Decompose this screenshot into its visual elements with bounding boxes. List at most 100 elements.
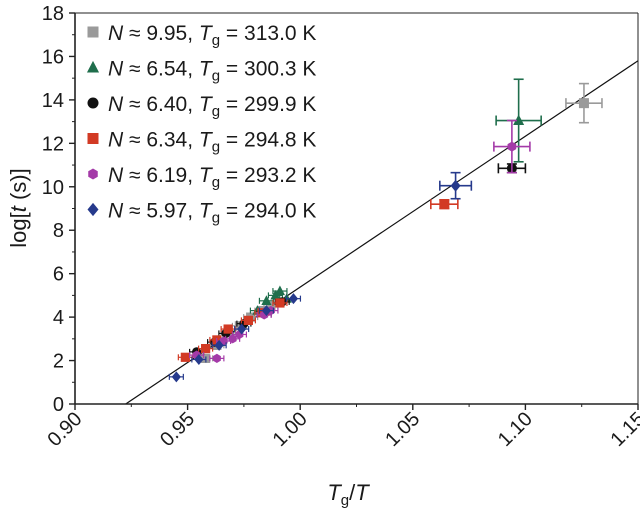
legend-t-sub: g (212, 139, 220, 156)
series-4 (177, 199, 459, 362)
data-point (243, 315, 254, 325)
legend-n-value: ≈ 6.54, (123, 58, 199, 81)
legend-t-sub: g (212, 174, 220, 191)
fit-line-layer (125, 60, 639, 405)
legend-label: N ≈ 6.34, Tg = 294.8 K (108, 129, 316, 156)
y-tick-label: 16 (42, 46, 64, 68)
y-tick-label: 4 (53, 307, 64, 329)
legend-tg-value: = 313.0 K (220, 22, 316, 45)
data-point (275, 298, 285, 308)
legend-marker (87, 202, 99, 217)
legend-t-sub: g (212, 68, 220, 85)
data-point (578, 98, 589, 109)
legend-label: N ≈ 6.54, Tg = 300.3 K (108, 58, 316, 85)
x-axis-title-rest: T (355, 480, 370, 505)
x-axis-title-sub: g (341, 492, 349, 509)
legend-t-symbol: T (199, 200, 214, 223)
data-point (212, 353, 221, 363)
data-point (288, 293, 299, 305)
legend-n-symbol: N (108, 164, 124, 187)
data-point (261, 295, 272, 305)
data-point (507, 141, 517, 152)
legend-n-value: ≈ 5.97, (123, 200, 199, 223)
legend-marker (88, 168, 98, 180)
legend-tg-value: = 294.0 K (220, 200, 316, 223)
legend-n-symbol: N (108, 93, 124, 116)
legend-tg-value: = 294.8 K (220, 129, 316, 152)
x-tick-label: 1.05 (381, 408, 424, 451)
data-point (274, 285, 285, 296)
legend-n-value: ≈ 9.95, (123, 22, 199, 45)
y-tick-label: 14 (42, 90, 64, 112)
legend-n-value: ≈ 6.19, (123, 164, 199, 187)
legend-marker (87, 97, 99, 109)
x-axis-title-slash: / (349, 480, 356, 505)
x-axis-title-main: T (327, 480, 342, 505)
data-point (234, 321, 244, 331)
legend-tg-value: = 300.3 K (220, 58, 316, 81)
legend-entry-5: N ≈ 6.19, Tg = 293.2 K (88, 164, 316, 191)
x-tick-label: 0.90 (43, 408, 86, 451)
legend-marker (87, 133, 99, 144)
y-tick-label: 0 (53, 394, 64, 416)
x-tick-label: 0.95 (156, 408, 199, 451)
legend-t-sub: g (212, 103, 220, 120)
legend-label: N ≈ 6.40, Tg = 299.9 K (108, 93, 316, 120)
data-point (228, 334, 237, 344)
x-tick-label: 1.10 (494, 408, 537, 451)
data-point (450, 179, 461, 192)
legend: N ≈ 9.95, Tg = 313.0 KN ≈ 6.54, Tg = 300… (86, 22, 316, 227)
y-axis-title-rest: (s)] (6, 168, 31, 206)
legend-entry-3: N ≈ 6.40, Tg = 299.9 K (87, 93, 316, 120)
data-point (439, 199, 450, 210)
x-tick-label: 1.00 (269, 408, 312, 451)
legend-label: N ≈ 5.97, Tg = 294.0 K (108, 200, 316, 227)
y-axis-title-main: log[ (6, 212, 31, 247)
legend-t-symbol: T (199, 22, 214, 45)
legend-n-symbol: N (108, 22, 124, 45)
data-point (214, 339, 224, 351)
data-point (171, 371, 181, 383)
legend-marker (86, 60, 100, 73)
legend-label: N ≈ 9.95, Tg = 313.0 K (108, 22, 316, 49)
x-axis-title: Tg/T (327, 480, 370, 509)
legend-entry-1: N ≈ 9.95, Tg = 313.0 K (87, 22, 316, 49)
legend-entry-4: N ≈ 6.34, Tg = 294.8 K (87, 129, 316, 156)
legend-t-sub: g (212, 32, 220, 49)
data-marks (168, 78, 603, 383)
data-point (513, 114, 525, 126)
data-point (201, 344, 211, 354)
data-point (237, 323, 247, 335)
legend-t-sub: g (212, 210, 220, 227)
y-tick-label: 2 (53, 351, 64, 373)
legend-tg-value: = 299.9 K (220, 93, 316, 116)
legend-t-symbol: T (199, 129, 214, 152)
legend-marker (87, 26, 99, 38)
data-point (261, 305, 272, 317)
legend-entry-6: N ≈ 5.97, Tg = 294.0 K (87, 200, 316, 227)
data-point (180, 352, 190, 362)
legend-n-symbol: N (108, 58, 124, 81)
y-axis-title: log[t (s)] (6, 168, 31, 248)
legend-t-symbol: T (199, 93, 214, 116)
data-point (223, 324, 233, 334)
legend-n-symbol: N (108, 129, 124, 152)
y-tick-label: 6 (53, 264, 64, 286)
fit-line (125, 60, 639, 405)
y-tick-label: 12 (42, 133, 64, 155)
legend-n-value: ≈ 6.34, (123, 129, 199, 152)
x-tick-label: 1.15 (606, 408, 640, 451)
legend-label: N ≈ 6.19, Tg = 293.2 K (108, 164, 316, 191)
data-point (194, 353, 204, 365)
y-axis-title-italic: t (6, 205, 31, 212)
series-6 (168, 171, 473, 383)
legend-t-symbol: T (199, 58, 214, 81)
legend-n-symbol: N (108, 200, 124, 223)
axes: 0 2 4 6 8 10 12 14 16 18 0.90 0.95 1.00 1.05 1.10 1.15 T… (6, 3, 640, 509)
legend-t-symbol: T (199, 164, 214, 187)
legend-tg-value: = 293.2 K (220, 164, 316, 187)
y-tick-label: 18 (42, 3, 64, 25)
legend-n-value: ≈ 6.40, (123, 93, 199, 116)
y-tick-label: 8 (53, 220, 64, 242)
